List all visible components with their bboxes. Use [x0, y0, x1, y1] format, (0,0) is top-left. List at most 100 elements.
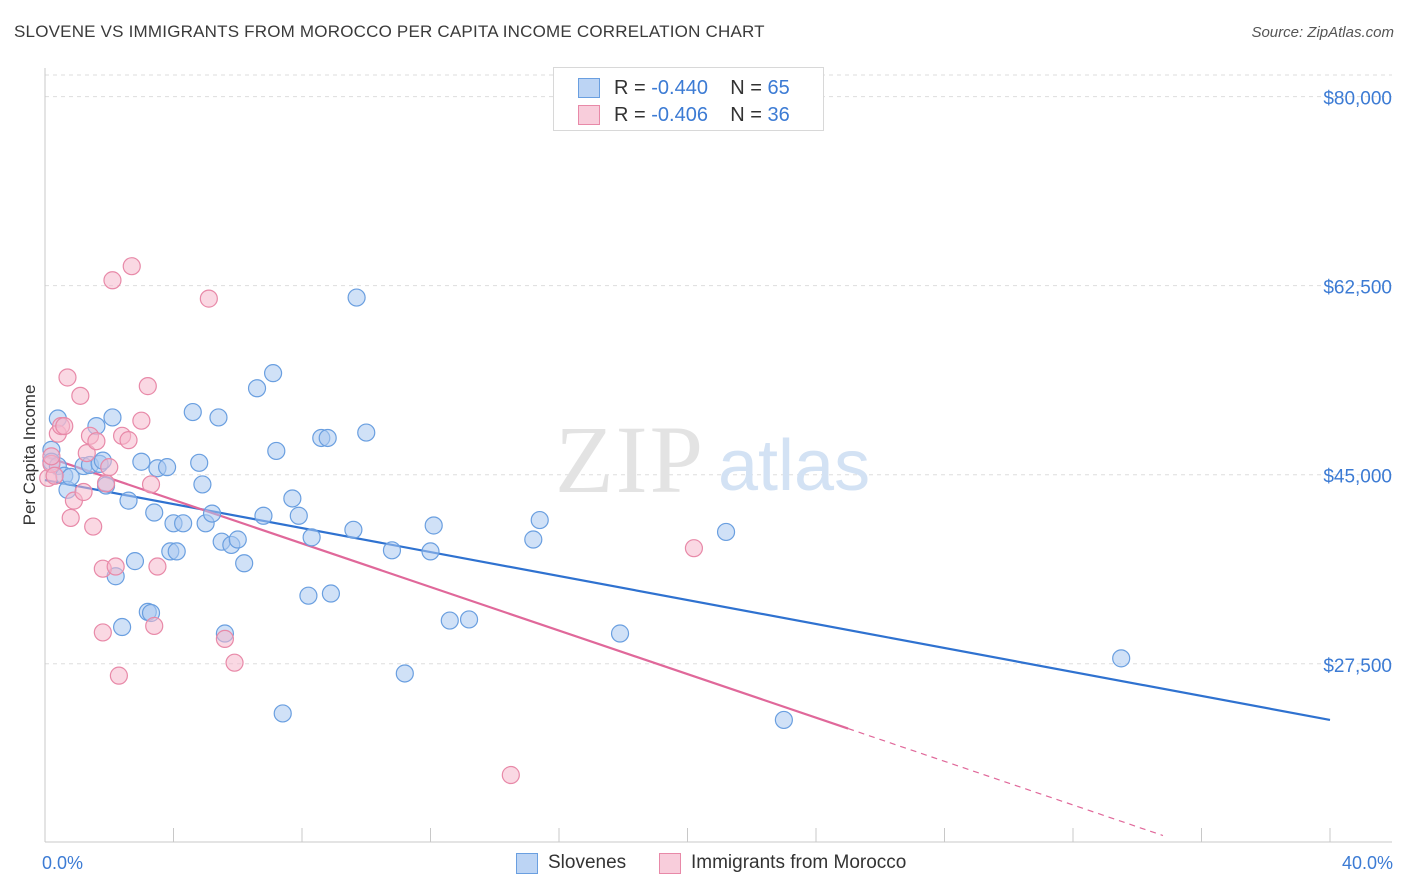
- slovenes-point: [193, 475, 212, 494]
- slovenes-point: [1112, 649, 1131, 668]
- y-tick-label: $80,000: [1323, 89, 1392, 110]
- series-swatch-blue: [516, 852, 538, 874]
- slovenes-point: [530, 510, 549, 530]
- morocco-point: [100, 458, 119, 477]
- morocco-point: [122, 257, 141, 276]
- series-label-morocco: Immigrants from Morocco: [691, 852, 907, 873]
- slovenes-point: [183, 402, 202, 422]
- slovenes-point: [157, 458, 177, 477]
- morocco-point: [106, 557, 125, 576]
- legend-n-value: 36: [767, 103, 790, 126]
- slovenes-point: [273, 704, 292, 723]
- slovenes-point: [524, 530, 543, 549]
- data-points: [39, 257, 1131, 785]
- slovenes-trend-line: [44, 479, 1331, 722]
- slovenes-point: [459, 610, 479, 629]
- legend-r-label: R =: [614, 103, 646, 126]
- gridlines: [45, 74, 1392, 665]
- morocco-point: [45, 466, 64, 485]
- series-legend-slovenes: Slovenes: [516, 852, 626, 874]
- legend-swatch-pink: [578, 105, 600, 125]
- morocco-point: [87, 432, 106, 451]
- slovenes-point: [132, 452, 151, 471]
- legend-swatch-blue: [578, 78, 600, 98]
- slovenes-point: [235, 554, 254, 573]
- slovenes-point: [382, 541, 402, 560]
- slovenes-point: [119, 491, 138, 510]
- morocco-point: [61, 508, 80, 528]
- chart-title: SLOVENE VS IMMIGRANTS FROM MOROCCO PER C…: [14, 22, 765, 41]
- slovenes-point: [344, 520, 363, 539]
- y-tick-label: $27,500: [1323, 656, 1392, 677]
- morocco-point: [84, 517, 103, 536]
- slovenes-point: [302, 528, 321, 547]
- legend-n-label: N =: [730, 76, 762, 99]
- y-tick-label: $45,000: [1323, 467, 1392, 488]
- morocco-trend-extension: [847, 728, 1164, 837]
- slovenes-point: [247, 379, 267, 398]
- morocco-point: [684, 539, 704, 558]
- morocco-point: [141, 475, 161, 494]
- slovenes-point: [145, 503, 164, 522]
- slovenes-point: [440, 611, 459, 630]
- morocco-point: [96, 474, 116, 493]
- slovenes-point: [774, 710, 793, 730]
- watermark-atlas: atlas: [718, 426, 870, 506]
- morocco-point: [225, 653, 244, 672]
- morocco-point: [215, 629, 234, 649]
- slovenes-point: [125, 552, 145, 571]
- slovenes-point: [174, 514, 193, 533]
- morocco-point: [109, 666, 128, 685]
- slovenes-point: [421, 542, 440, 561]
- morocco-point: [58, 368, 77, 387]
- series-swatch-pink: [659, 852, 681, 874]
- slovenes-point: [318, 428, 337, 448]
- legend-r-value: -0.440: [651, 76, 708, 99]
- morocco-point: [119, 431, 138, 450]
- morocco-point: [148, 557, 167, 576]
- watermark-zip: ZIP: [555, 406, 705, 513]
- slovenes-point: [209, 408, 228, 427]
- slovenes-point: [190, 453, 209, 472]
- morocco-point: [77, 443, 96, 463]
- slovenes-point: [395, 664, 414, 683]
- slovenes-point: [267, 441, 286, 461]
- slovenes-point: [716, 522, 736, 542]
- slovenes-point: [103, 408, 122, 427]
- morocco-point: [145, 616, 164, 636]
- y-tick-label: $62,500: [1323, 278, 1392, 299]
- morocco-point: [42, 447, 61, 466]
- trend-lines: [44, 455, 1331, 837]
- legend-row-morocco: R = -0.406 N = 36: [578, 104, 790, 126]
- morocco-point: [199, 289, 218, 308]
- legend-r-value: -0.406: [651, 103, 708, 126]
- morocco-point: [74, 482, 93, 502]
- series-legend-morocco: Immigrants from Morocco: [659, 852, 906, 874]
- slovenes-point: [202, 504, 222, 523]
- slovenes-point: [347, 288, 366, 307]
- slovenes-point: [254, 506, 273, 525]
- morocco-point: [71, 386, 90, 405]
- morocco-point: [138, 377, 157, 396]
- morocco-point: [93, 623, 112, 642]
- slovenes-point: [357, 423, 376, 442]
- morocco-point: [501, 765, 520, 785]
- slovenes-point: [283, 489, 302, 508]
- morocco-trend-line: [44, 455, 849, 730]
- morocco-point: [55, 416, 74, 436]
- x-tick-label: 0.0%: [42, 853, 83, 873]
- series-label-slovenes: Slovenes: [548, 852, 627, 873]
- y-axis-label: Per Capita Income: [20, 385, 39, 526]
- slovenes-point: [167, 542, 186, 561]
- legend-row-slovenes: R = -0.440 N = 65: [578, 77, 790, 99]
- legend-n-value: 65: [767, 76, 790, 99]
- watermark: ZIP atlas: [555, 406, 870, 513]
- morocco-point: [103, 271, 122, 290]
- correlation-legend: R = -0.440 N = 65 R = -0.406 N = 36: [553, 67, 824, 131]
- legend-r-label: R =: [614, 76, 646, 99]
- slovenes-point: [610, 624, 630, 643]
- slovenes-point: [289, 506, 308, 525]
- x-tick-label: 40.0%: [1342, 853, 1393, 873]
- slovenes-point: [228, 530, 247, 549]
